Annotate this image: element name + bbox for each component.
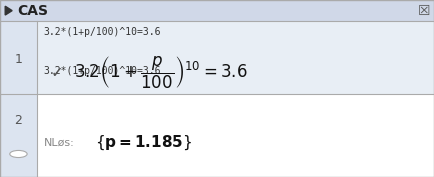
Text: 3.2*(1+p/100)^10=3.6: 3.2*(1+p/100)^10=3.6 <box>43 66 161 76</box>
FancyBboxPatch shape <box>0 0 434 21</box>
Text: CAS: CAS <box>17 4 48 18</box>
FancyBboxPatch shape <box>37 21 434 94</box>
Polygon shape <box>5 6 12 15</box>
Text: ☒: ☒ <box>418 4 430 18</box>
FancyBboxPatch shape <box>37 94 434 177</box>
Text: $\{\mathbf{p = 1.185}\}$: $\{\mathbf{p = 1.185}\}$ <box>95 133 193 152</box>
FancyBboxPatch shape <box>0 21 37 94</box>
Text: 1: 1 <box>14 53 23 66</box>
Text: 3.2*(1+p/100)^10=3.6: 3.2*(1+p/100)^10=3.6 <box>43 27 161 37</box>
FancyBboxPatch shape <box>0 94 37 177</box>
Text: $3.2\left(1+\dfrac{p}{100}\right)^{10}=3.6$: $3.2\left(1+\dfrac{p}{100}\right)^{10}=3… <box>74 55 247 91</box>
Text: $\checkmark$: $\checkmark$ <box>50 64 62 79</box>
Text: 2: 2 <box>14 114 23 127</box>
Text: NLøs:: NLøs: <box>43 138 74 147</box>
Circle shape <box>10 150 27 158</box>
